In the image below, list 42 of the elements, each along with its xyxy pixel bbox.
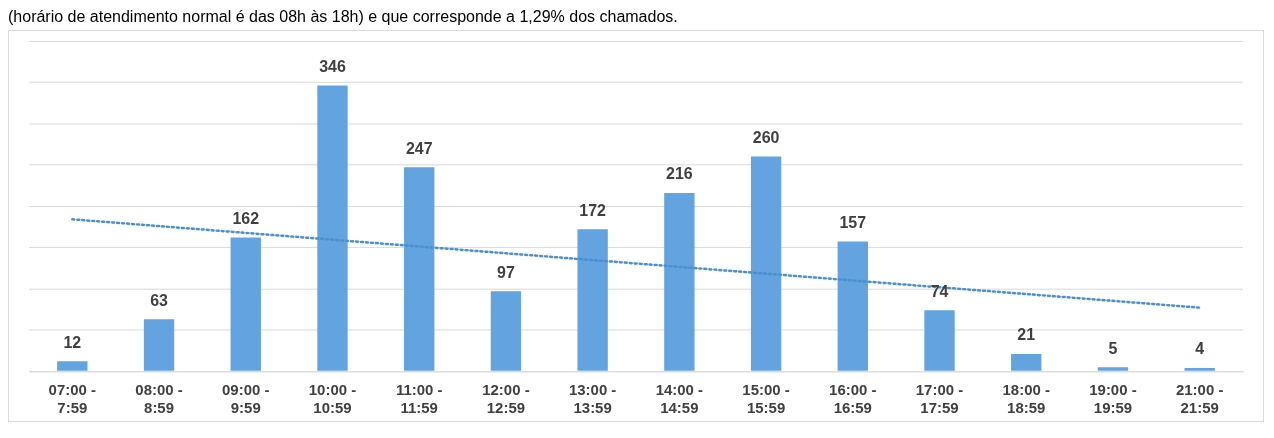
- data-label: 21: [1017, 326, 1036, 344]
- data-label: 97: [497, 263, 515, 281]
- x-tick-label: 09:00 - 9:59: [222, 381, 270, 417]
- text: (horário de atendimento normal é das 08h às 18h) e que corresponde a 1,29% dos chamados.: [8, 8, 679, 26]
- bar: [1097, 367, 1129, 371]
- bar: [1184, 367, 1215, 371]
- data-label: 12: [63, 333, 82, 351]
- x-tick-label: 17:00 - 17:59: [915, 381, 964, 417]
- data-label: 162: [232, 209, 260, 227]
- bar: [577, 229, 608, 371]
- x-tick-label: 07:00 - 7:59: [48, 381, 97, 417]
- bar: [1011, 353, 1042, 371]
- data-label: 172: [579, 201, 607, 219]
- bar: [404, 167, 435, 371]
- data-label: 346: [319, 58, 346, 76]
- x-tick-label: 21:00 - 21:59: [1175, 381, 1224, 417]
- bar: [664, 192, 695, 371]
- x-tick-label: 10:00 - 10:59: [308, 381, 357, 417]
- data-label: 63: [150, 291, 169, 309]
- data-label: 4: [1195, 340, 1205, 358]
- bar: [924, 310, 955, 371]
- data-label: 260: [752, 129, 780, 147]
- x-tick-label: 18:00 - 18:59: [1002, 381, 1050, 417]
- data-label: 157: [839, 214, 867, 232]
- data-label: 5: [1108, 339, 1118, 357]
- x-tick-label: 19:00 - 19:59: [1089, 381, 1137, 417]
- x-tick-label: 16:00 - 16:59: [829, 381, 877, 417]
- bar: [57, 361, 88, 371]
- bar: [143, 319, 175, 371]
- x-tick-label: 12:00 - 12:59: [482, 381, 530, 417]
- data-label: 247: [405, 139, 433, 157]
- data-label: 216: [666, 165, 693, 183]
- bar: [230, 237, 261, 371]
- bar: [490, 291, 522, 371]
- x-tick-label: 08:00 - 8:59: [135, 381, 183, 417]
- x-tick-label: 11:00 - 11:59: [395, 381, 443, 417]
- x-tick-label: 14:00 - 14:59: [655, 381, 704, 417]
- bar: [837, 241, 868, 371]
- x-tick-label: 15:00 - 15:59: [742, 381, 790, 417]
- x-tick-label: 13:00 - 13:59: [568, 381, 617, 417]
- bar: [750, 156, 782, 371]
- bar: [317, 85, 348, 371]
